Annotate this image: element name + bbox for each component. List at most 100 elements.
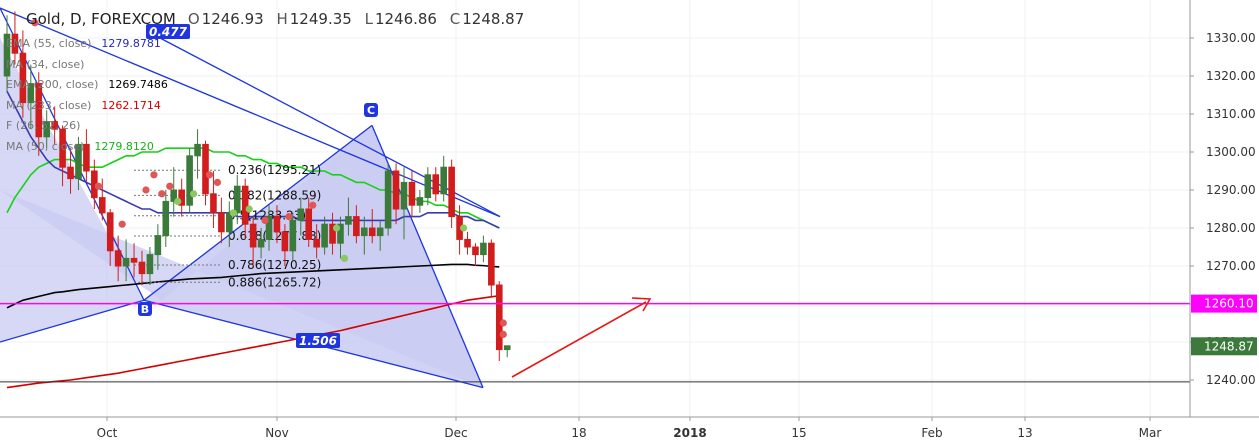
candle-body	[368, 227, 376, 237]
time-tick-label: Oct	[97, 426, 118, 440]
legend-ma233[interactable]: MA (233, close) 1262.1714	[6, 96, 168, 117]
signal-dot	[94, 182, 102, 190]
time-tick-label: 15	[791, 426, 806, 440]
harmonic-leg	[0, 299, 145, 343]
candle-body	[83, 143, 90, 172]
time-tick-label: Nov	[265, 426, 288, 440]
price-tick-label: 1320.00	[1206, 69, 1256, 83]
candle-body	[218, 212, 225, 233]
candle-body	[114, 250, 122, 267]
signal-dot	[285, 213, 293, 221]
candle-body	[289, 219, 297, 252]
candle-body	[472, 246, 479, 256]
ratio-label: 1.506	[299, 334, 337, 348]
legend-value: 1269.7486	[108, 78, 168, 91]
time-axis[interactable]: Oct Nov Dec 18 2018 15 Feb 13 Mar	[0, 416, 1259, 440]
price-tick-label: 1310.00	[1206, 107, 1256, 121]
projection-arrow	[511, 301, 647, 378]
signal-dot	[340, 254, 349, 262]
candle-body	[98, 197, 106, 214]
legend-label: F (26, 52, 26)	[6, 119, 81, 132]
high-value: 1249.35	[289, 10, 352, 28]
ratio-tag	[296, 333, 340, 348]
legend-value: 1262.1714	[101, 98, 161, 112]
signal-dot	[158, 190, 166, 198]
candle-body	[186, 155, 193, 206]
fibonacci-levels: 0.236(1295.21)0.382(1288.59)0.5(1283.23)…	[134, 163, 321, 289]
close-value: 1248.87	[462, 10, 525, 28]
candle-body	[408, 181, 416, 206]
candle-body	[480, 242, 487, 256]
signal-dots	[31, 19, 507, 338]
ma233-line	[6, 294, 500, 389]
candle-body	[106, 212, 114, 252]
ohlc-readout: O 1246.93 H 1249.35 L 1246.86 C 1248.87	[188, 10, 532, 28]
legend-label: MA (50, close)	[6, 139, 85, 153]
low-value: 1246.86	[374, 10, 437, 28]
price-tick-label: 1300.00	[1206, 145, 1256, 159]
time-tick-label: 2018	[673, 426, 706, 440]
legend-ma50[interactable]: MA (50, close) 1279.8120	[6, 137, 168, 158]
point-tag	[364, 103, 378, 117]
candle-body	[122, 257, 130, 267]
candle-body	[297, 208, 305, 221]
signal-dot	[190, 190, 198, 198]
candle-body	[11, 33, 19, 54]
candle-body	[146, 254, 154, 275]
price-axis[interactable]: 1240.001250.001260.001270.001280.001290.…	[1189, 0, 1259, 445]
legend-label: EMA (200, close)	[6, 78, 99, 91]
candle-body	[313, 238, 320, 248]
signal-dot	[118, 220, 126, 228]
harmonic-leg	[371, 125, 484, 388]
time-tick-label: 18	[571, 426, 586, 440]
candle-body	[249, 223, 257, 248]
legend-ma34[interactable]: MA (34, close)	[6, 55, 168, 76]
candle-body	[488, 242, 495, 286]
signal-dot	[142, 186, 150, 194]
signal-dot	[166, 182, 174, 190]
signal-dot	[31, 19, 39, 27]
price-tick-label: 1240.00	[1206, 373, 1256, 387]
candle-body	[178, 189, 185, 206]
legend-ema55[interactable]: EMA (55, close) 1279.8781	[6, 34, 168, 55]
candle-body	[495, 284, 503, 351]
signal-dot	[499, 319, 507, 327]
candle-body	[130, 257, 138, 263]
candle-body	[75, 143, 82, 180]
close-label: C	[449, 10, 461, 28]
candle-body	[273, 216, 281, 233]
candle-body	[35, 83, 43, 138]
legend-ema200[interactable]: EMA (200, close) 1269.7486	[6, 75, 168, 96]
candle-body	[353, 216, 360, 237]
price-tick-label: 1330.00	[1206, 31, 1256, 45]
fib-label: 0.886(1265.72)	[228, 275, 321, 289]
fib-label: 0.382(1288.59)	[228, 188, 321, 202]
candle-body	[337, 223, 344, 244]
harmonic-leg	[143, 124, 373, 301]
legend-label: MA (233, close)	[6, 98, 92, 112]
candle-body	[424, 174, 432, 199]
price-tick-label: 1290.00	[1206, 183, 1256, 197]
candle-body	[281, 231, 289, 252]
symbol-title[interactable]: Gold, D, FOREXCOM	[26, 10, 176, 28]
indicator-legend: EMA (55, close) 1279.8781 MA (34, close) …	[6, 34, 168, 157]
signal-dot	[332, 224, 341, 232]
signal-dot	[261, 216, 269, 224]
candle-body	[416, 197, 424, 206]
candle-body	[59, 128, 66, 168]
candle-body	[226, 212, 233, 233]
price-tag-label: 1248.87	[1204, 339, 1254, 353]
point-tag	[138, 302, 152, 316]
candle-body	[154, 235, 162, 256]
grid-lines	[0, 0, 1190, 417]
candle-body	[448, 166, 455, 218]
time-tick-label: 13	[1017, 426, 1032, 440]
legend-f[interactable]: F (26, 52, 26)	[6, 116, 168, 137]
candle-body	[329, 223, 336, 244]
candle-body	[305, 208, 313, 240]
candle-body	[138, 261, 146, 275]
candle-body	[194, 143, 201, 157]
candle-body	[233, 185, 241, 214]
candle-body	[440, 166, 447, 195]
